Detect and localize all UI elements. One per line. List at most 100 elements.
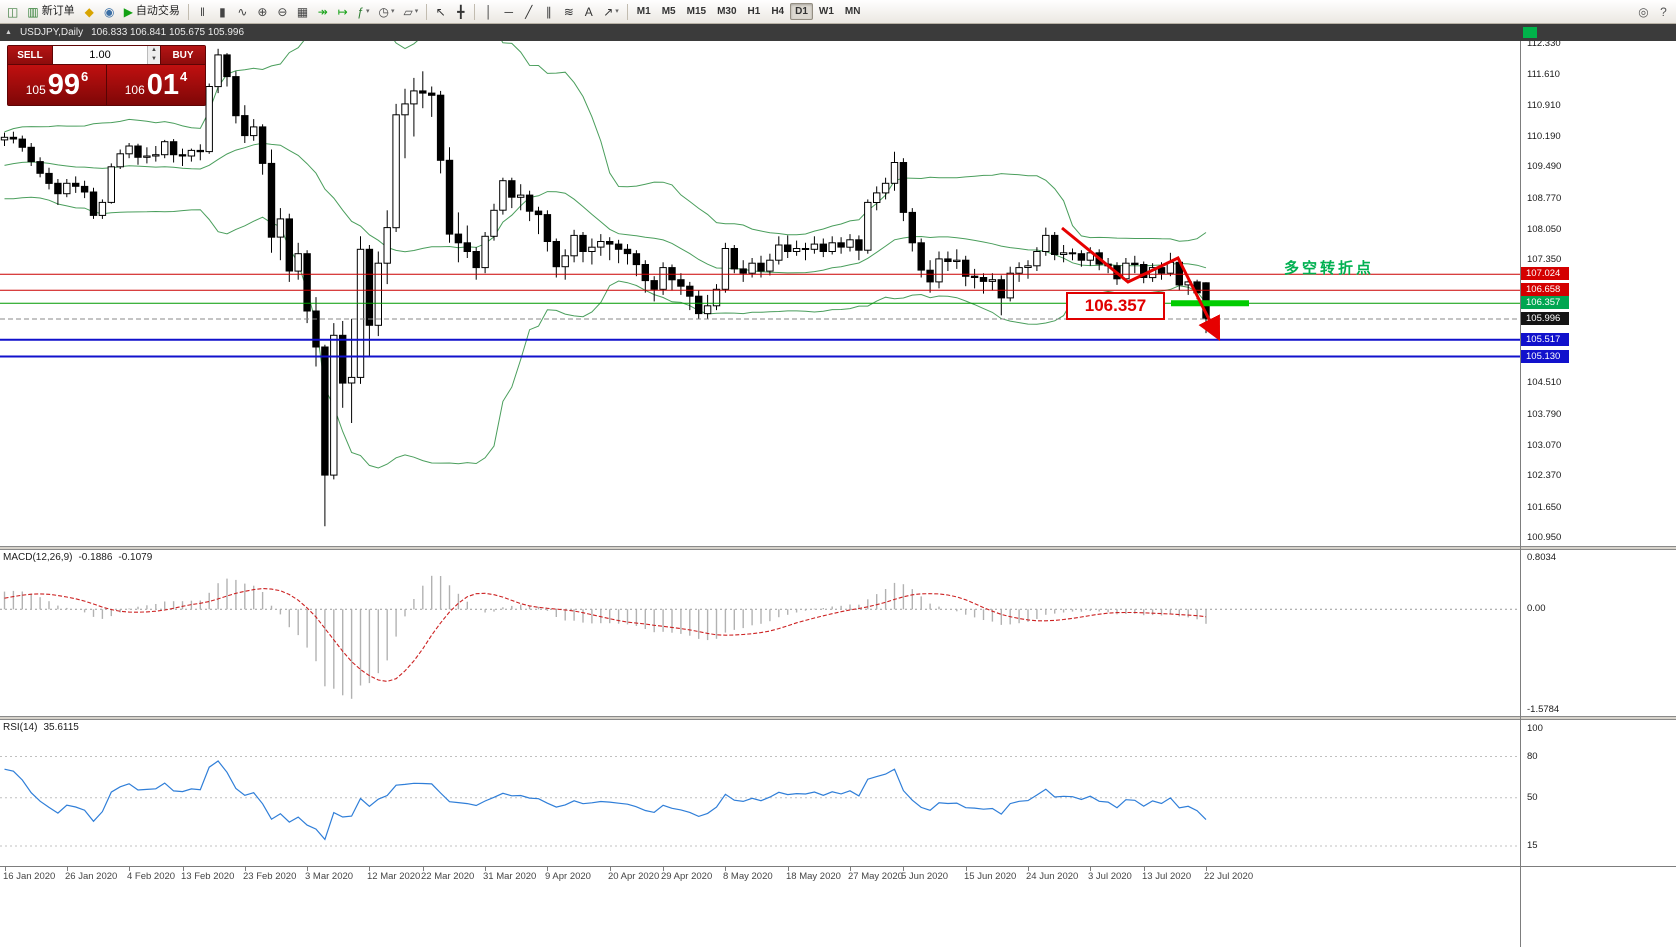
buy-price-display[interactable]: 106 01 4 (107, 65, 205, 105)
time-axis-label: 4 Feb 2020 (127, 871, 176, 882)
time-axis-label: 9 Apr 2020 (545, 871, 591, 882)
fibonacci-button[interactable]: ≋ (559, 2, 578, 21)
timeframe-mn[interactable]: MN (844, 6, 861, 17)
sell-price-display[interactable]: 105 99 6 (8, 65, 107, 105)
vertical-line-button[interactable]: │ (479, 2, 498, 21)
buy-price-big: 01 (146, 69, 180, 101)
trendline-button[interactable]: ╱ (519, 2, 538, 21)
auto-trading-button-label: 自动交易 (135, 5, 180, 17)
time-axis-label: 3 Mar 2020 (305, 871, 354, 882)
time-axis-tick (423, 867, 424, 871)
new-order-button[interactable]: ▥ 新订单 (23, 2, 78, 21)
volume-down-icon[interactable]: ▼ (148, 55, 160, 64)
auto-trading-button[interactable]: ▶ 自动交易 (120, 2, 184, 21)
volume-value[interactable]: 1.00 (89, 49, 111, 61)
macd-label: MACD(12,26,9) -0.1886 -0.1079 (3, 552, 152, 563)
new-order-icon: ▥ (27, 4, 39, 19)
time-axis-tick (966, 867, 967, 871)
chart-shift-button[interactable]: ↦ (333, 2, 352, 21)
rsi-scale[interactable]: 100 80 50 15 (1521, 720, 1676, 866)
macd-scale[interactable]: 0.8034 0.00 -1.5784 (1521, 550, 1676, 716)
auto-scroll-button[interactable]: ↠ (313, 2, 332, 21)
pane-separator[interactable] (0, 546, 1520, 550)
macd-canvas[interactable] (0, 550, 1520, 716)
time-axis-label: 5 Jun 2020 (901, 871, 949, 882)
timeframe-d1[interactable]: D1 (790, 3, 813, 20)
rsi-scale-label: 50 (1527, 791, 1538, 803)
line-chart-icon: ∿ (237, 4, 248, 19)
price-scale-column[interactable]: 112.330 111.610 110.910 110.190 109.490 108.7… (1520, 38, 1676, 947)
tile-windows-icon: ▦ (296, 4, 309, 19)
turning-point-label: 多空转折点 (1284, 260, 1375, 277)
market-watch-button[interactable]: ◉ (100, 2, 119, 21)
profiles-button[interactable]: ◆ (80, 2, 99, 21)
timeframe-m5[interactable]: M5 (661, 6, 676, 17)
bar-chart-button[interactable]: ‖ (193, 2, 212, 21)
timeframe-m1[interactable]: M1 (636, 6, 651, 17)
macd-pane[interactable]: MACD(12,26,9) -0.1886 -0.1079 (0, 550, 1520, 716)
timeframe-h4[interactable]: H4 (771, 6, 785, 17)
time-axis[interactable]: 16 Jan 2020 26 Jan 2020 4 Feb 2020 13 Feb 2… (0, 866, 1520, 882)
pane-separator[interactable] (0, 716, 1520, 720)
chart-status-marker (1523, 27, 1537, 38)
price-scale[interactable]: 112.330 111.610 110.910 110.190 109.490 108.7… (1521, 38, 1676, 546)
time-axis-label: 13 Feb 2020 (181, 871, 235, 882)
timeframe-w1[interactable]: W1 (818, 6, 834, 17)
time-axis-label: 16 Jan 2020 (3, 871, 56, 882)
arrows-icon: ↗ (603, 4, 614, 19)
time-axis-tick (725, 867, 726, 871)
zoom-in-button[interactable]: ⊕ (253, 2, 272, 21)
volume-up-icon[interactable]: ▲ (148, 46, 160, 55)
time-axis-tick (663, 867, 664, 871)
pane-separator (1521, 716, 1676, 720)
line-chart-button[interactable]: ∿ (233, 2, 252, 21)
vertical-line-icon: │ (484, 4, 493, 19)
price-chart-canvas[interactable] (0, 41, 1520, 546)
time-axis-label: 8 May 2020 (723, 871, 773, 882)
timeframe-m30[interactable]: M30 (717, 6, 737, 17)
rsi-label: RSI(14) 35.6115 (3, 722, 79, 733)
time-axis-label: 20 Apr 2020 (608, 871, 660, 882)
search-button[interactable]: ◎ (1634, 2, 1653, 21)
templates-button[interactable]: ▱ ▾ (399, 2, 422, 21)
indicators-button[interactable]: ƒ ▾ (353, 2, 373, 21)
bar-chart-icon: ‖ (199, 4, 205, 19)
time-axis-tick (1144, 867, 1145, 871)
trade-panel-collapse-icon[interactable]: ▲ (5, 29, 12, 36)
cursor-button[interactable]: ↖ (431, 2, 450, 21)
periods-button[interactable]: ◷ ▾ (374, 2, 398, 21)
candlestick-chart-icon: ▮ (219, 4, 226, 19)
rsi-pane[interactable]: RSI(14) 35.6115 (0, 720, 1520, 866)
tile-windows-button[interactable]: ▦ (293, 2, 312, 21)
dropdown-arrow-icon: ▾ (615, 8, 619, 15)
timeframe-m15[interactable]: M15 (686, 6, 707, 17)
price-chart-pane[interactable]: SELL 1.00 ▲ ▼ BUY 105 9 (0, 41, 1520, 546)
dropdown-arrow-icon: ▾ (365, 8, 370, 15)
rsi-canvas[interactable] (0, 720, 1520, 866)
horizontal-line-button[interactable]: ─ (499, 2, 518, 21)
time-axis-label: 22 Mar 2020 (421, 871, 475, 882)
timeframe-h1[interactable]: H1 (747, 6, 761, 17)
toolbar-separator (187, 3, 189, 20)
candlestick-chart-button[interactable]: ▮ (213, 2, 232, 21)
buy-button[interactable]: BUY (161, 46, 205, 64)
time-axis-label: 24 Jun 2020 (1026, 871, 1079, 882)
crosshair-button[interactable]: ╋ (451, 2, 470, 21)
toolbar-separator (474, 3, 476, 20)
sell-button[interactable]: SELL (8, 46, 52, 64)
arrows-button[interactable]: ↗ ▾ (599, 2, 623, 21)
time-axis-label: 15 Jun 2020 (964, 871, 1017, 882)
price-annotation-box: 106.357 (1066, 292, 1165, 320)
time-axis-tick (1090, 867, 1091, 871)
price-scale-label: 101.650 (1527, 501, 1562, 513)
sell-price-big: 99 (47, 69, 81, 101)
price-scale-label: 110.190 (1527, 130, 1561, 142)
zoom-out-button[interactable]: ⊖ (273, 2, 292, 21)
new-chart-button[interactable]: ◫ (3, 2, 22, 21)
help-button[interactable]: ? (1654, 2, 1673, 21)
volume-field[interactable]: 1.00 ▲ ▼ (52, 46, 161, 64)
time-axis-tick (245, 867, 246, 871)
text-button[interactable]: A (579, 2, 598, 21)
channel-button[interactable]: ∥ (539, 2, 558, 21)
